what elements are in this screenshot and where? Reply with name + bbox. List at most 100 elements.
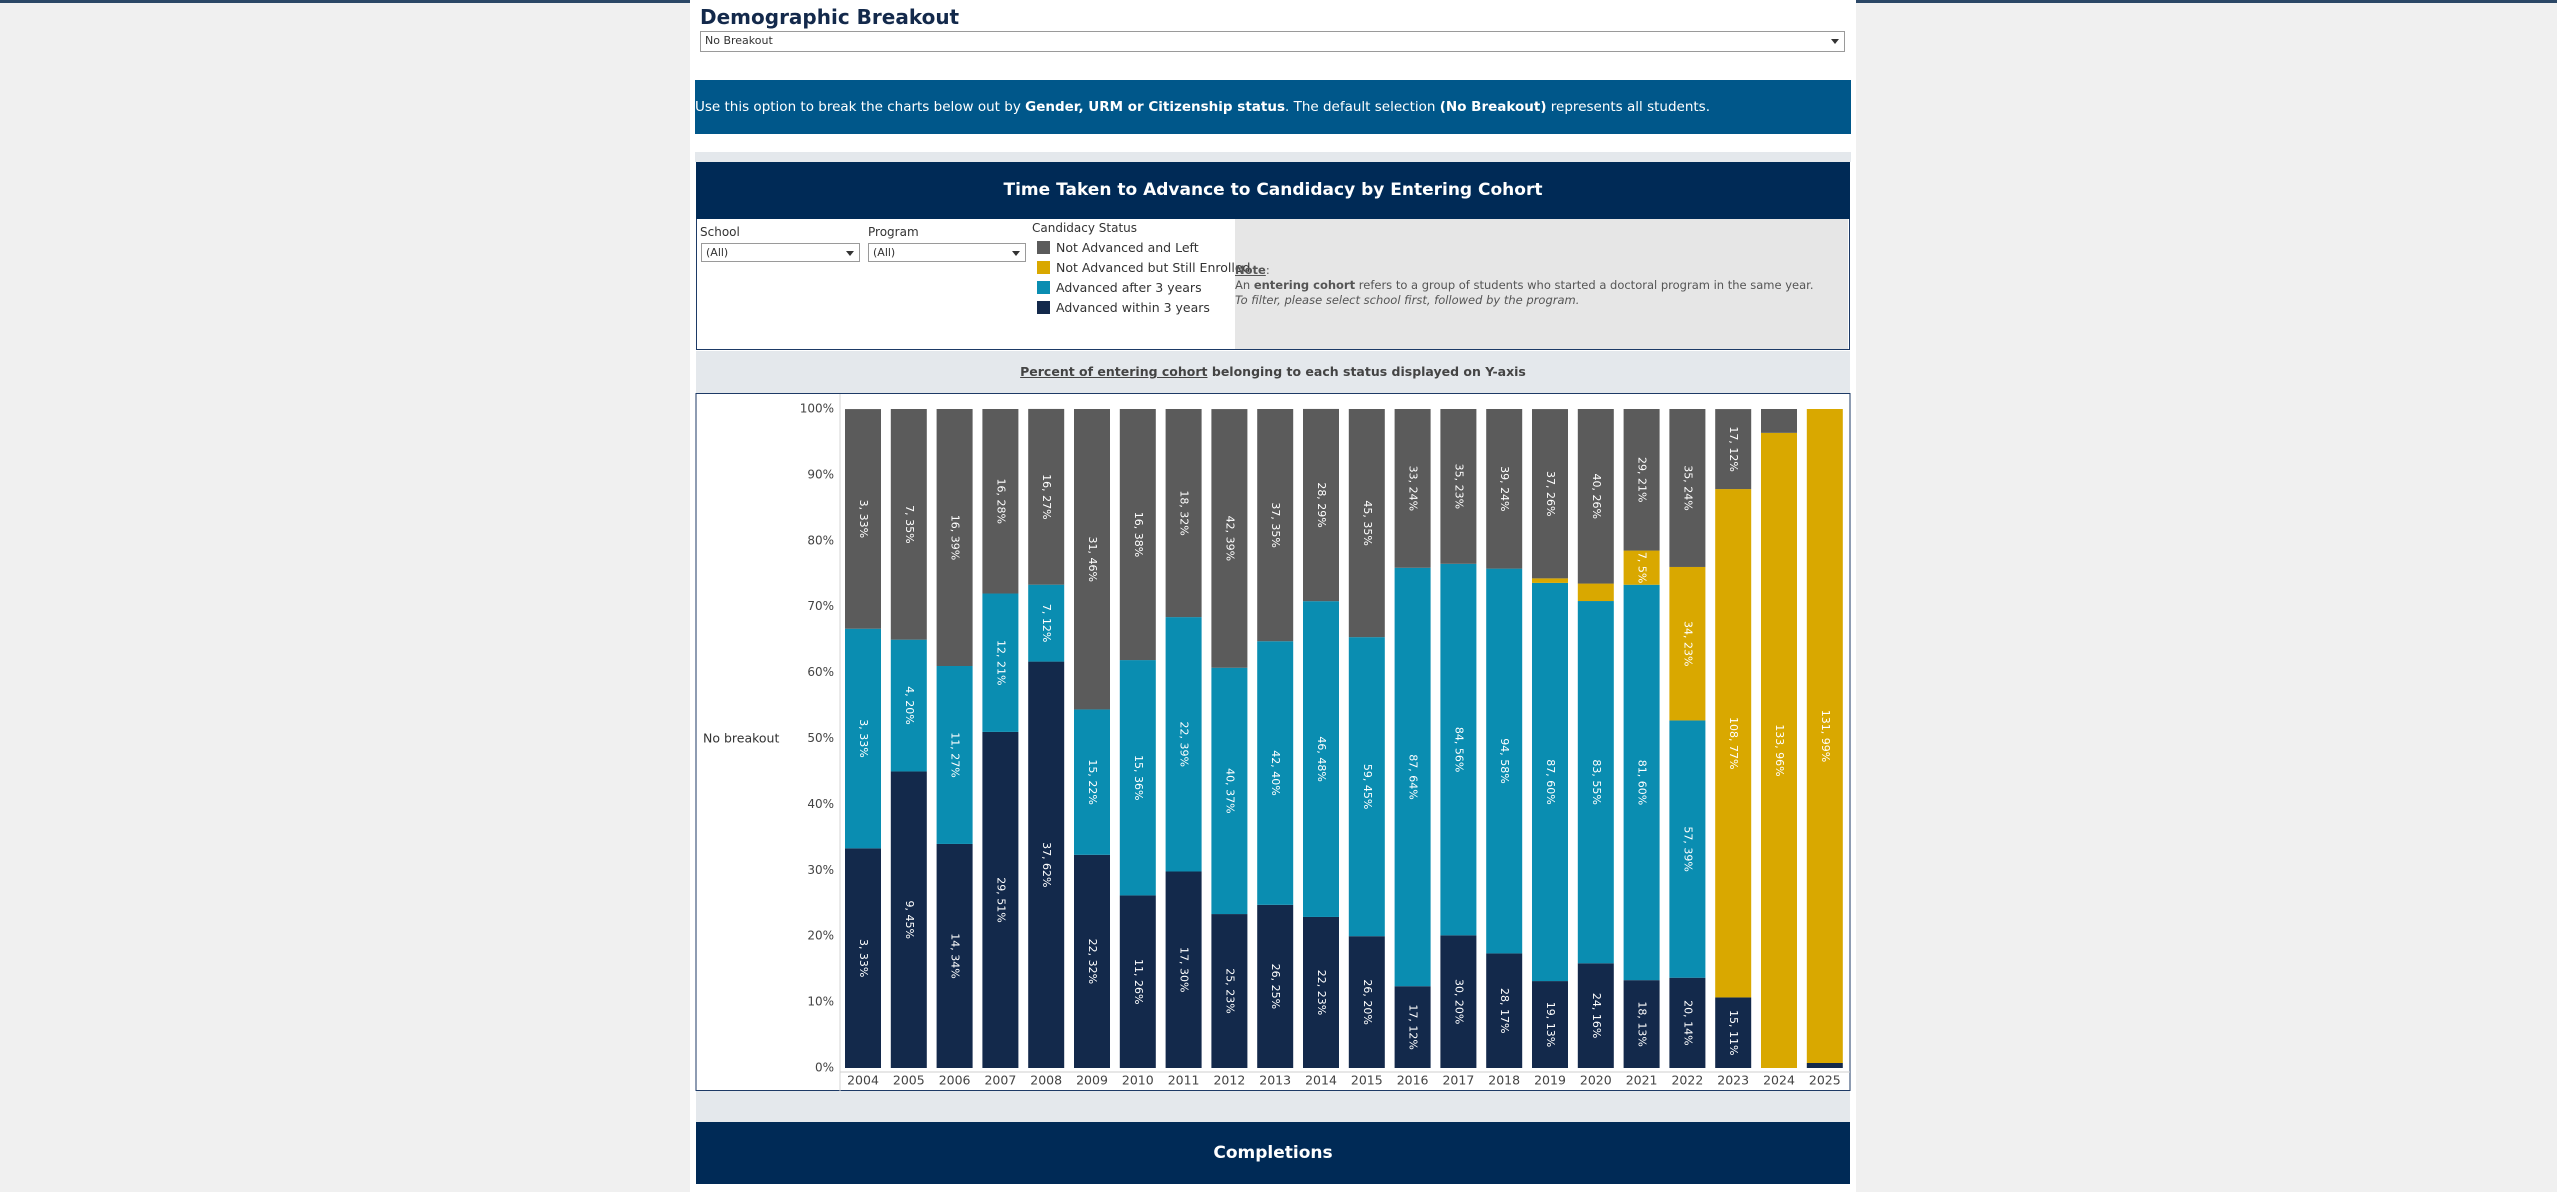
data-label: 16, 28% — [994, 479, 1007, 524]
bar-segment — [1440, 563, 1477, 936]
bar-segment — [1165, 617, 1202, 872]
data-label: 37, 35% — [1269, 502, 1282, 547]
bar-segment — [1348, 409, 1385, 638]
filter-label: School — [700, 225, 740, 239]
x-tick-label: 2013 — [1259, 1073, 1291, 1088]
legend-swatch — [1037, 241, 1050, 254]
data-label: 3, 33% — [857, 500, 870, 538]
bar-segment — [1577, 963, 1614, 1068]
data-label: 87, 64% — [1407, 754, 1420, 799]
legend-swatch-box — [1037, 281, 1050, 294]
bar-segment — [982, 593, 1019, 732]
data-label: 18, 13% — [1636, 1001, 1649, 1046]
bar-segment — [936, 666, 973, 844]
data-label: 16, 38% — [1132, 512, 1145, 557]
legend-label: Not Advanced and Left — [1056, 240, 1199, 255]
data-label: 19, 13% — [1544, 1002, 1557, 1047]
data-label: 31, 46% — [1086, 536, 1099, 581]
spacer-band — [695, 152, 1851, 162]
legend-item[interactable]: Not Advanced but Still Enrolled — [1037, 260, 1250, 275]
data-label: 28, 17% — [1498, 988, 1511, 1033]
bar-segment — [1486, 409, 1523, 569]
bar-segment — [1669, 977, 1706, 1068]
y-tick-label: 50% — [807, 731, 834, 745]
filter-label: Program — [868, 225, 919, 239]
bar-segment — [1394, 409, 1431, 568]
bar-segment — [1761, 409, 1797, 433]
note-bold: entering cohort — [1253, 278, 1356, 292]
note: Note: An entering cohort refers to a gro… — [1235, 263, 1814, 308]
bar-segment — [845, 848, 881, 1068]
y-tick-label: 60% — [807, 665, 834, 679]
bar-segment — [1669, 566, 1706, 721]
legend-item[interactable]: Not Advanced and Left — [1037, 240, 1199, 255]
data-label: 16, 27% — [1040, 474, 1053, 519]
legend-swatch — [1037, 281, 1050, 294]
x-tick-label: 2005 — [893, 1073, 925, 1088]
data-label: 7, 12% — [1040, 604, 1053, 642]
row-label: No breakout — [703, 731, 779, 746]
data-label: 45, 35% — [1361, 500, 1374, 545]
data-label: 15, 22% — [1086, 759, 1099, 804]
legend-swatch-box — [1037, 241, 1050, 254]
breakout-dropdown[interactable]: No Breakout — [700, 31, 1845, 52]
x-tick-label: 2015 — [1351, 1073, 1383, 1088]
bar-segment — [1715, 997, 1752, 1068]
data-label: 9, 45% — [903, 900, 916, 938]
data-label: 7, 5% — [1636, 552, 1649, 583]
legend-swatch-box — [1037, 261, 1050, 274]
data-label: 12, 21% — [994, 640, 1007, 685]
y-tick-label: 100% — [800, 402, 834, 416]
legend-swatch-box — [1037, 301, 1050, 314]
note-panel — [1235, 219, 1848, 349]
spacer-band — [696, 1091, 1850, 1122]
x-tick-label: 2023 — [1717, 1073, 1749, 1088]
x-tick-label: 2006 — [939, 1073, 971, 1088]
bar-segment — [1165, 409, 1202, 618]
school-dropdown[interactable]: (All) — [701, 243, 860, 262]
data-label: 11, 26% — [1132, 959, 1145, 1004]
data-label: 57, 39% — [1681, 826, 1694, 871]
x-tick-label: 2019 — [1534, 1073, 1566, 1088]
bar-segment — [1532, 409, 1568, 579]
bar-segment — [1303, 408, 1339, 602]
legend-swatch — [1037, 261, 1050, 274]
note-text: refers to a group of students who starte… — [1355, 278, 1814, 292]
note-heading-line: Note: — [1235, 263, 1814, 278]
data-label: 81, 60% — [1636, 760, 1649, 805]
bar-segment — [1486, 953, 1523, 1068]
legend-item[interactable]: Advanced after 3 years — [1037, 280, 1202, 295]
x-tick-label: 2014 — [1305, 1073, 1337, 1088]
bar-segment — [936, 843, 973, 1068]
bar-segment — [936, 409, 973, 667]
axis-caption: Percent of entering cohort belonging to … — [696, 351, 1850, 393]
bar-segment — [1394, 567, 1431, 987]
data-label: 3, 33% — [857, 939, 870, 977]
bar-segment — [1074, 409, 1110, 710]
data-label: 87, 60% — [1544, 759, 1557, 804]
bar-segment — [1074, 709, 1110, 855]
bar-segment — [1806, 409, 1843, 1063]
data-label: 35, 23% — [1452, 464, 1465, 509]
bar-segment — [1028, 661, 1065, 1068]
bar-segment — [1532, 578, 1568, 583]
legend-label: Not Advanced but Still Enrolled — [1056, 260, 1251, 275]
bar-segment — [1623, 980, 1660, 1068]
legend-item[interactable]: Advanced within 3 years — [1037, 300, 1210, 315]
data-label: 83, 55% — [1590, 759, 1603, 804]
data-label: 20, 14% — [1681, 1000, 1694, 1045]
data-label: 4, 20% — [903, 686, 916, 724]
bar-segment — [1623, 409, 1660, 551]
banner-text: represents all students. — [1546, 99, 1711, 115]
note-colon: : — [1265, 263, 1270, 277]
bar-segment — [1806, 1062, 1843, 1068]
chart-title: Time Taken to Advance to Candidacy by En… — [696, 162, 1850, 219]
bar-segment — [1119, 660, 1156, 896]
data-label: 39, 24% — [1498, 466, 1511, 511]
data-label: 84, 56% — [1452, 727, 1465, 772]
y-tick-label: 80% — [807, 533, 834, 547]
program-dropdown[interactable]: (All) — [868, 243, 1026, 262]
x-tick-label: 2017 — [1442, 1073, 1474, 1088]
data-label: 17, 12% — [1727, 426, 1740, 471]
data-label: 46, 48% — [1315, 736, 1328, 781]
